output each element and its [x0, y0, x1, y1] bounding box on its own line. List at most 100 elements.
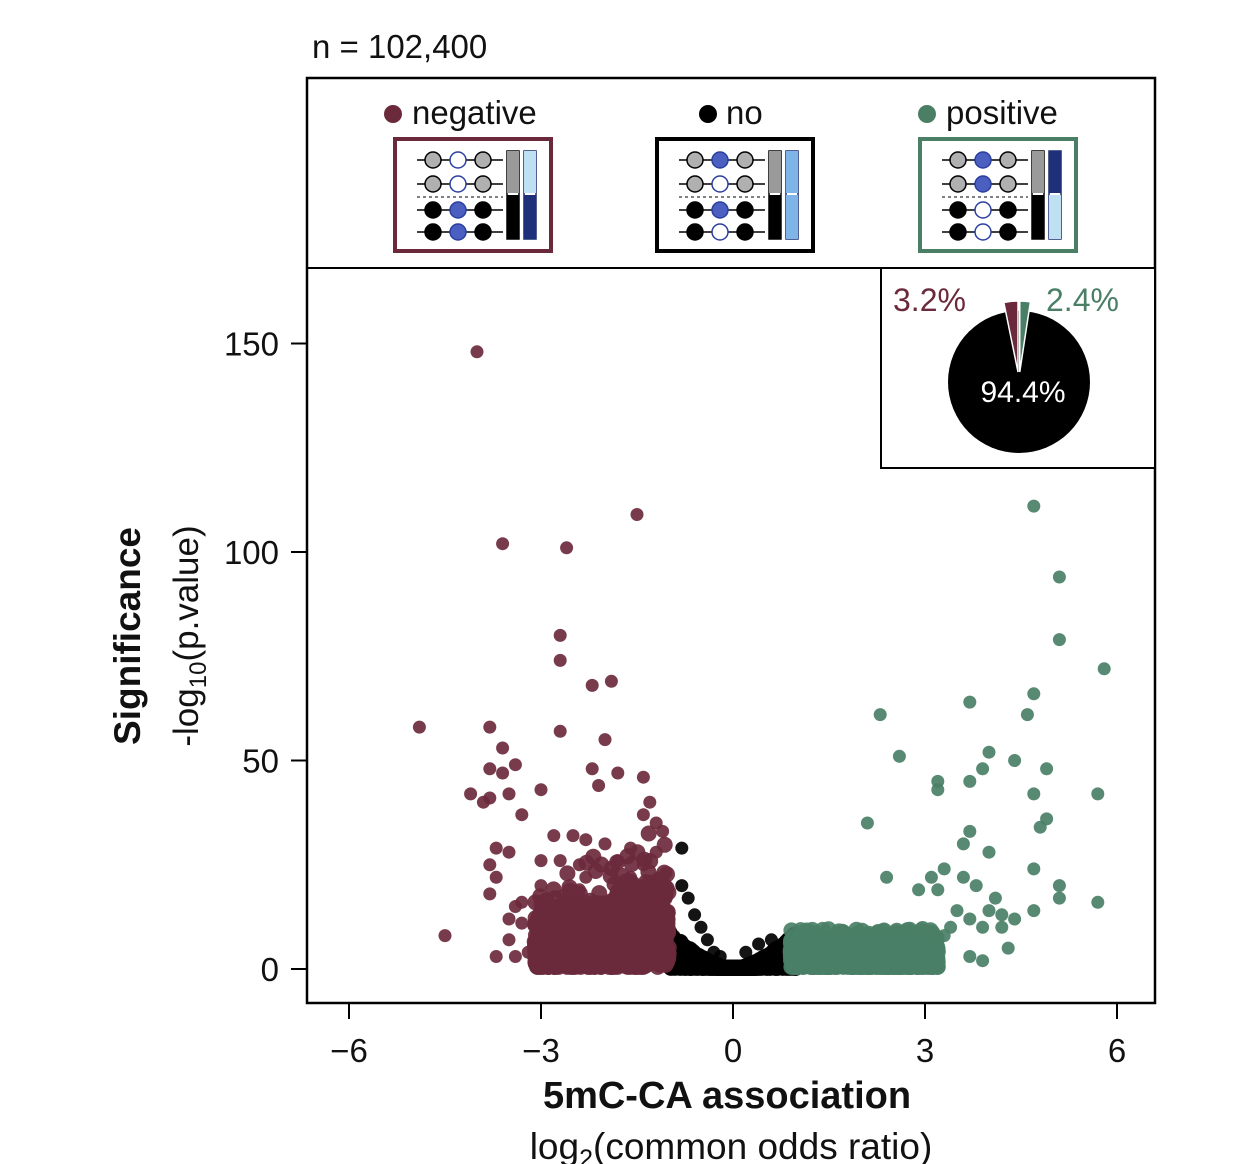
data-point-negative — [553, 653, 567, 667]
schematic-bar-2-bottom — [1049, 195, 1061, 239]
data-point-negative — [650, 884, 667, 901]
data-point-positive — [901, 921, 918, 938]
data-point-positive — [908, 955, 925, 972]
data-point-positive — [1008, 912, 1022, 926]
data-point-positive — [982, 904, 996, 918]
data-point-positive — [976, 762, 990, 776]
data-point-negative — [572, 858, 586, 872]
data-point-negative — [575, 953, 592, 970]
data-point-negative — [534, 879, 548, 893]
data-point-negative — [483, 720, 497, 734]
data-point-negative — [646, 942, 663, 958]
y-axis-title: Significance -log10(p.value) — [107, 525, 212, 746]
schematic-bar-1-top — [1032, 151, 1044, 193]
schematic-site — [424, 175, 442, 193]
schematic-site — [474, 223, 492, 241]
methylation-schematics — [393, 137, 1078, 253]
data-point-negative — [521, 945, 535, 959]
data-point-negative — [602, 868, 619, 885]
schematic-bar-2-top — [1049, 151, 1061, 193]
data-point-negative — [508, 900, 522, 913]
data-point-no — [700, 933, 714, 947]
data-point-negative — [617, 891, 631, 905]
data-point-positive — [795, 951, 812, 967]
data-point-negative — [657, 956, 674, 973]
data-point-positive — [1052, 570, 1066, 584]
schematic-site — [474, 175, 492, 193]
data-point-positive — [982, 745, 996, 759]
data-point-positive — [1027, 787, 1041, 801]
schematic-site — [974, 175, 992, 193]
data-point-no — [738, 959, 754, 976]
data-point-positive — [1008, 754, 1022, 767]
schematic-site — [686, 151, 704, 169]
data-point-negative — [553, 854, 567, 868]
data-point-negative — [508, 758, 522, 772]
data-point-negative — [534, 854, 548, 868]
schematic-bar-2-top — [524, 151, 536, 193]
data-point-positive — [1097, 662, 1111, 676]
x-axis-title-bold: 5mC-CA association — [543, 1075, 911, 1117]
data-point-positive — [1020, 708, 1034, 722]
x-tick-label: −3 — [522, 1032, 560, 1069]
y-tick-label: 100 — [224, 534, 279, 571]
data-point-negative — [585, 895, 599, 909]
schematic-site — [449, 223, 467, 241]
schematic-site — [449, 201, 467, 219]
schematic-site — [711, 223, 729, 241]
data-point-positive — [931, 883, 945, 897]
data-point-negative — [483, 887, 497, 901]
data-point-positive — [892, 749, 906, 763]
data-point-positive — [963, 950, 977, 963]
data-point-positive — [950, 904, 964, 918]
data-point-positive — [976, 954, 990, 968]
data-point-negative — [636, 808, 650, 822]
data-point-no — [681, 891, 695, 905]
data-point-positive — [905, 937, 919, 951]
data-point-negative — [554, 955, 571, 972]
schematic-site — [449, 175, 467, 193]
schematic-site — [424, 223, 442, 241]
data-point-positive — [861, 955, 878, 971]
data-point-negative — [412, 720, 426, 734]
data-point-negative — [515, 808, 529, 822]
schematic-site — [686, 223, 704, 241]
data-point-negative — [624, 841, 638, 855]
data-point-no — [675, 879, 689, 893]
data-point-positive — [1091, 787, 1105, 801]
data-point-positive — [1033, 820, 1047, 834]
data-point-positive — [976, 920, 990, 934]
data-point-positive — [963, 695, 977, 709]
data-point-positive — [1040, 762, 1054, 776]
schematic-site — [474, 151, 492, 169]
data-point-negative — [572, 883, 586, 897]
data-point-negative — [515, 916, 529, 930]
data-point-positive — [1052, 891, 1066, 905]
data-point-negative — [598, 837, 612, 851]
data-point-negative — [628, 908, 645, 924]
data-point-negative — [438, 929, 452, 943]
y-tick-label: 0 — [261, 951, 279, 988]
data-point-positive — [876, 957, 893, 974]
schematic-site — [949, 223, 967, 241]
schematic-site — [736, 151, 754, 169]
data-point-no — [764, 933, 778, 947]
legend-negative-label: negative — [412, 94, 537, 131]
y-axis-title-bold: Significance — [107, 527, 148, 745]
schematic-bar-1-top — [769, 151, 781, 193]
data-point-negative — [502, 787, 516, 801]
schematic-bar-1-bottom — [1032, 195, 1044, 239]
data-point-negative — [559, 865, 576, 882]
data-point-negative — [534, 783, 548, 797]
data-point-negative — [630, 508, 644, 521]
plot-frame — [305, 76, 1157, 1005]
schematic-site — [736, 223, 754, 241]
data-point-negative — [592, 779, 606, 792]
schematic-site — [449, 151, 467, 169]
schematic-site — [974, 201, 992, 219]
schematic-site — [686, 175, 704, 193]
schematic-site — [736, 175, 754, 193]
pie-slice-positive — [1019, 300, 1032, 373]
data-point-no — [758, 957, 775, 974]
data-point-positive — [956, 870, 970, 884]
